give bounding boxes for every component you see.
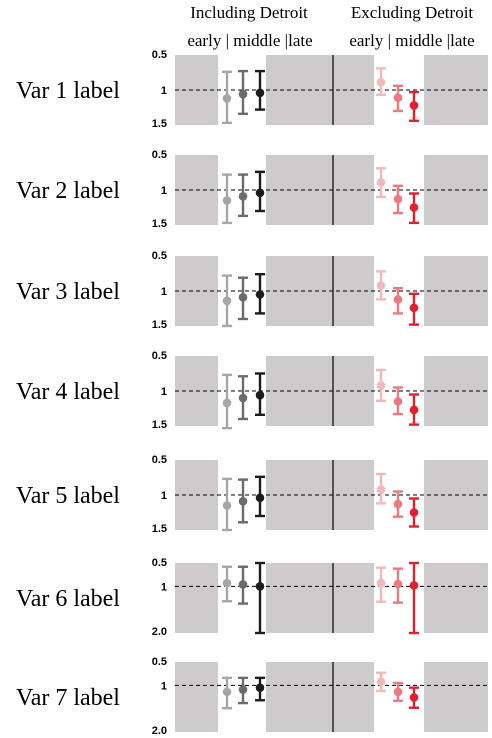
y-tick-label: 1	[161, 386, 167, 398]
y-tick-label: 2.0	[152, 626, 167, 638]
right-point-3	[409, 101, 419, 110]
subheader-left-periods: early | middle |late	[187, 31, 312, 50]
right-point-2	[393, 397, 403, 406]
left-point-3	[255, 683, 265, 692]
right-point-1	[376, 178, 386, 187]
right-point-1	[376, 485, 386, 494]
y-tick-label: 0.5	[152, 250, 167, 262]
row-label: Var 1 label	[16, 78, 120, 104]
row-2: Var 2 label 0.5 1 1.5	[16, 149, 488, 230]
y-tick-label: 0.5	[152, 49, 167, 61]
right-point-2	[393, 194, 403, 204]
left-point-1	[222, 196, 232, 205]
left-point-2	[238, 393, 248, 403]
y-tick-label: 0.5	[152, 656, 167, 668]
row-label: Var 4 label	[16, 379, 120, 405]
left-point-2	[238, 293, 248, 302]
row-label: Var 3 label	[16, 279, 120, 305]
left-point-2	[238, 497, 248, 506]
y-tick-label: 0.5	[152, 454, 167, 466]
right-point-2	[393, 579, 403, 589]
y-tick-label: 1.5	[152, 218, 167, 230]
left-point-3	[255, 493, 265, 503]
right-point-3	[409, 581, 419, 590]
y-tick-label: 1	[161, 85, 167, 97]
row-label: Var 2 label	[16, 178, 120, 204]
row-1: Var 1 label 0.5 1 1.5	[16, 49, 488, 130]
right-point-2	[393, 93, 403, 102]
left-point-1	[222, 398, 232, 408]
row-6: Var 6 label 0.5 1 2.0	[16, 557, 488, 638]
subheader-right-periods: early | middle |late	[349, 31, 474, 50]
right-point-1	[376, 381, 386, 390]
left-point-3	[255, 88, 265, 98]
left-point-3	[255, 582, 265, 591]
left-point-2	[238, 192, 248, 201]
left-point-2	[238, 89, 248, 99]
y-tick-label: 1	[161, 581, 167, 593]
left-point-1	[222, 296, 232, 306]
y-tick-label: 2.0	[152, 725, 167, 737]
row-7: Var 7 label 0.5 1 2.0	[16, 656, 488, 737]
right-point-2	[393, 499, 403, 509]
header-including-detroit: Including Detroit	[190, 3, 308, 22]
row-4: Var 4 label 0.5 1 1.5	[16, 350, 488, 431]
y-tick-label: 0.5	[152, 350, 167, 362]
right-point-1	[376, 578, 386, 588]
y-tick-label: 1.5	[152, 419, 167, 431]
right-point-3	[409, 303, 419, 313]
right-point-2	[393, 687, 403, 697]
right-point-3	[409, 508, 419, 517]
right-point-1	[376, 677, 386, 686]
y-tick-label: 1	[161, 185, 167, 197]
y-tick-label: 1	[161, 490, 167, 502]
left-point-3	[255, 290, 265, 299]
left-point-1	[222, 94, 232, 103]
right-point-2	[393, 295, 403, 304]
right-point-3	[409, 405, 419, 415]
right-point-1	[376, 78, 386, 87]
y-tick-label: 0.5	[152, 557, 167, 569]
row-label: Var 7 label	[16, 685, 120, 711]
y-tick-label: 1.5	[152, 523, 167, 535]
left-point-1	[222, 687, 232, 697]
left-point-3	[255, 188, 265, 198]
y-tick-label: 1	[161, 680, 167, 692]
y-tick-label: 1	[161, 286, 167, 298]
y-tick-label: 1.5	[152, 118, 167, 130]
left-point-2	[238, 685, 248, 694]
right-point-1	[376, 281, 386, 290]
row-label: Var 6 label	[16, 586, 120, 612]
left-point-1	[222, 578, 232, 588]
row-5: Var 5 label 0.5 1 1.5	[16, 454, 488, 535]
left-point-2	[238, 580, 248, 589]
header-excluding-detroit: Excluding Detroit	[351, 3, 474, 22]
row-label: Var 5 label	[16, 483, 120, 509]
y-tick-label: 1.5	[152, 319, 167, 331]
right-point-3	[409, 693, 419, 702]
left-point-1	[222, 501, 232, 510]
left-point-3	[255, 390, 265, 400]
row-3: Var 3 label 0.5 1 1.5	[16, 250, 488, 331]
right-point-3	[409, 203, 419, 212]
y-tick-label: 0.5	[152, 149, 167, 161]
